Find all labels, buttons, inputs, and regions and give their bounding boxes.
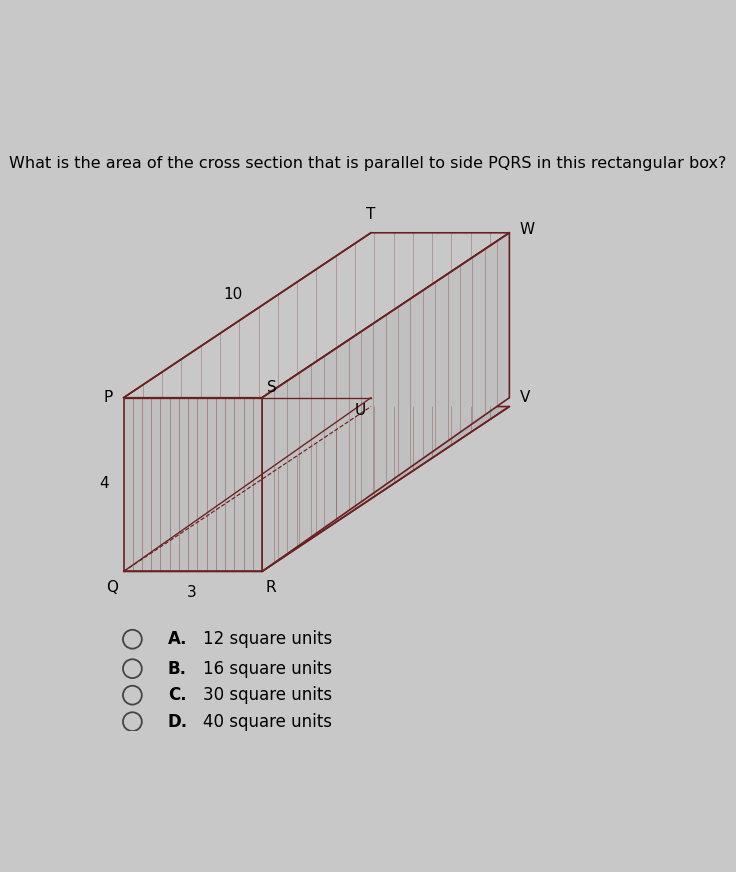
Text: C.: C. (168, 686, 186, 705)
Text: Q: Q (106, 580, 118, 595)
Text: U: U (355, 403, 366, 418)
Text: 4: 4 (99, 475, 109, 491)
Text: A.: A. (168, 630, 187, 648)
Polygon shape (262, 233, 509, 571)
Polygon shape (124, 233, 509, 398)
Polygon shape (371, 233, 509, 398)
Text: B.: B. (168, 659, 187, 678)
Polygon shape (124, 398, 262, 571)
Text: 40 square units: 40 square units (203, 712, 332, 731)
Polygon shape (124, 406, 509, 571)
Text: S: S (267, 379, 277, 394)
Text: 3: 3 (186, 584, 197, 600)
Text: 16 square units: 16 square units (203, 659, 332, 678)
Text: W: W (520, 222, 535, 237)
Text: T: T (367, 208, 375, 222)
Text: V: V (520, 390, 531, 405)
Text: What is the area of the cross section that is parallel to side PQRS in this rect: What is the area of the cross section th… (10, 156, 726, 171)
Text: R: R (265, 580, 276, 595)
Text: 30 square units: 30 square units (203, 686, 332, 705)
Text: 10: 10 (223, 287, 242, 302)
Text: D.: D. (168, 712, 188, 731)
Text: 12 square units: 12 square units (203, 630, 333, 648)
Text: P: P (104, 390, 113, 405)
